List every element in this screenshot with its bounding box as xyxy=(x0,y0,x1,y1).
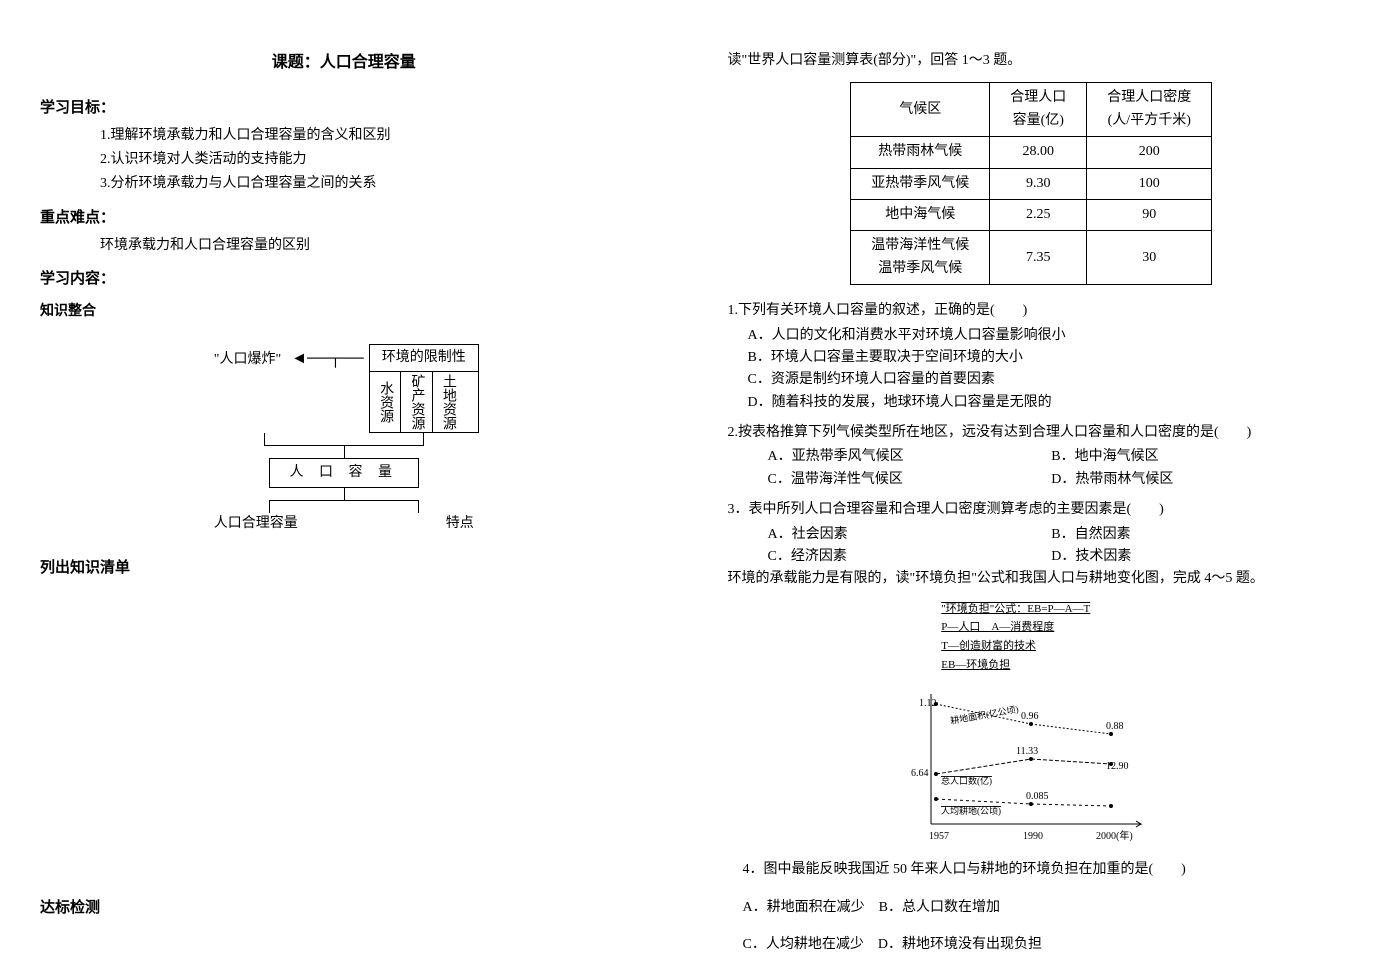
question-1-options: A．人口的文化和消费水平对环境人口容量影响很小 B．环境人口容量主要取决于空间环… xyxy=(748,325,1336,415)
table-header: 气候区 xyxy=(851,83,990,137)
option: A．亚热带季风气候区 xyxy=(768,446,1052,468)
table-header: 合理人口密度 (人/平方千米) xyxy=(1087,83,1212,137)
option: B．自然因素 xyxy=(1051,524,1335,546)
svg-text:1990: 1990 xyxy=(1023,831,1043,842)
table-header: 合理人口 容量(亿) xyxy=(990,83,1087,137)
list-header: 列出知识清单 xyxy=(40,556,648,580)
objective-item: 2.认识环境对人类活动的支持能力 xyxy=(100,149,648,171)
question-3-options: A．社会因素B．自然因素 C．经济因素D．技术因素 xyxy=(768,524,1336,569)
option: C．温带海洋性气候区 xyxy=(768,469,1052,491)
capacity-node: 人 口 容 量 xyxy=(269,458,420,488)
dabiao-header: 达标检测 xyxy=(40,896,100,920)
table-row: 亚热带季风气候9.30100 xyxy=(851,168,1212,199)
option: D．技术因素 xyxy=(1051,546,1335,568)
svg-text:耕地面积(亿公顷): 耕地面积(亿公顷) xyxy=(950,703,1020,726)
question-2-stem: 2.按表格推算下列气候类型所在地区，远没有达到合理人口容量和人口密度的是( ) xyxy=(728,422,1336,444)
option: A．社会因素 xyxy=(768,524,1052,546)
left-column: 课题：人口合理容量 学习目标： 1.理解环境承载力和人口合理容量的含义和区别 2… xyxy=(0,0,688,970)
option: A．人口的文化和消费水平对环境人口容量影响很小 xyxy=(748,325,1336,347)
difficulties-header: 重点难点： xyxy=(40,206,648,230)
svg-text:1957: 1957 xyxy=(929,831,949,842)
formula-line: EB—环境负担 xyxy=(941,657,1121,675)
bottom-left-node: 人口合理容量 xyxy=(214,513,298,535)
q45-intro: 环境的承载能力是有限的，读"环境负担"公式和我国人口与耕地变化图，完成 4～5 … xyxy=(728,568,1336,590)
option: D．热带雨林气候区 xyxy=(1051,469,1335,491)
bottom-right-node: 特点 xyxy=(446,513,474,535)
limit-box: 环境的限制性 水资源 矿产资源 土地资源 xyxy=(369,344,479,433)
difficulty-item: 环境承载力和人口合理容量的区别 xyxy=(100,235,648,257)
difficulties-list: 环境承载力和人口合理容量的区别 xyxy=(100,235,648,257)
formula-line: T—创造财富的技术 xyxy=(941,638,1121,656)
intro-text: 读"世界人口容量测算表(部分)"，回答 1～3 题。 xyxy=(728,50,1336,72)
svg-text:12.90: 12.90 xyxy=(1106,761,1129,772)
formula-line: "环境负担"公式：EB=P—A—T xyxy=(941,601,1121,619)
formula-box: "环境负担"公式：EB=P—A—T P—人口 A—消费程度 T—创造财富的技术 … xyxy=(941,601,1121,674)
option: B．地中海气候区 xyxy=(1051,446,1335,468)
svg-text:总人口数(亿): 总人口数(亿) xyxy=(941,775,992,786)
explosion-node: "人口爆炸" xyxy=(209,344,286,376)
svg-text:2000(年): 2000(年) xyxy=(1096,829,1133,842)
formula-line: P—人口 A—消费程度 xyxy=(941,619,1121,637)
svg-text:人均耕地(公顷): 人均耕地(公顷) xyxy=(941,805,1001,816)
question-1-stem: 1.下列有关环境人口容量的叙述，正确的是( ) xyxy=(728,300,1336,322)
concept-diagram: "人口爆炸" ◄──┬── 环境的限制性 水资源 矿产资源 土地资源 人 口 容… xyxy=(184,344,504,536)
question-4-options-row2: C．人均耕地在减少 D．耕地环境没有出现负担 xyxy=(743,934,1336,956)
svg-text:1.12: 1.12 xyxy=(919,698,937,709)
right-column: 读"世界人口容量测算表(部分)"，回答 1～3 题。 气候区 合理人口 容量(亿… xyxy=(688,0,1375,970)
option: C．经济因素 xyxy=(768,546,1052,568)
svg-text:0.88: 0.88 xyxy=(1106,721,1124,732)
line-chart: 1.12 0.96 0.88 耕地面积(亿公顷) 6.64 11.33 12.9… xyxy=(911,684,1151,844)
question-4-options-row1: A．耕地面积在减少 B．总人口数在增加 xyxy=(743,897,1336,919)
table-row: 热带雨林气候28.00200 xyxy=(851,137,1212,168)
objectives-list: 1.理解环境承载力和人口合理容量的含义和区别 2.认识环境对人类活动的支持能力 … xyxy=(100,125,648,196)
content-header: 学习内容： xyxy=(40,267,648,291)
limit-cell: 矿产资源 xyxy=(401,372,432,432)
limit-header: 环境的限制性 xyxy=(370,345,478,372)
question-3-stem: 3．表中所列人口合理容量和合理人口密度测算考虑的主要因素是( ) xyxy=(728,499,1336,521)
svg-text:6.64: 6.64 xyxy=(911,768,929,779)
svg-text:11.33: 11.33 xyxy=(1016,746,1038,757)
option: C．资源是制约环境人口容量的首要因素 xyxy=(748,369,1336,391)
objective-item: 1.理解环境承载力和人口合理容量的含义和区别 xyxy=(100,125,648,147)
document-title: 课题：人口合理容量 xyxy=(40,50,648,76)
arrow-icon: ◄──┬── xyxy=(291,344,364,372)
limit-cell: 土地资源 xyxy=(433,372,463,432)
objective-item: 3.分析环境承载力与人口合理容量之间的关系 xyxy=(100,173,648,195)
table-row: 地中海气候2.2590 xyxy=(851,199,1212,230)
limit-cell: 水资源 xyxy=(370,372,401,432)
question-2-options: A．亚热带季风气候区B．地中海气候区 C．温带海洋性气候区D．热带雨林气候区 xyxy=(768,446,1336,491)
knowledge-label: 知识整合 xyxy=(40,301,648,323)
svg-text:0.085: 0.085 xyxy=(1026,791,1049,802)
objectives-header: 学习目标： xyxy=(40,96,648,120)
climate-table: 气候区 合理人口 容量(亿) 合理人口密度 (人/平方千米) 热带雨林气候28.… xyxy=(850,82,1212,285)
question-4-stem: 4．图中最能反映我国近 50 年来人口与耕地的环境负担在加重的是( ) xyxy=(743,859,1336,881)
option: D．随着科技的发展，地球环境人口容量是无限的 xyxy=(748,392,1336,414)
table-row: 温带海洋性气候 温带季风气候7.3530 xyxy=(851,231,1212,285)
svg-text:0.96: 0.96 xyxy=(1021,711,1039,722)
option: B．环境人口容量主要取决于空间环境的大小 xyxy=(748,347,1336,369)
